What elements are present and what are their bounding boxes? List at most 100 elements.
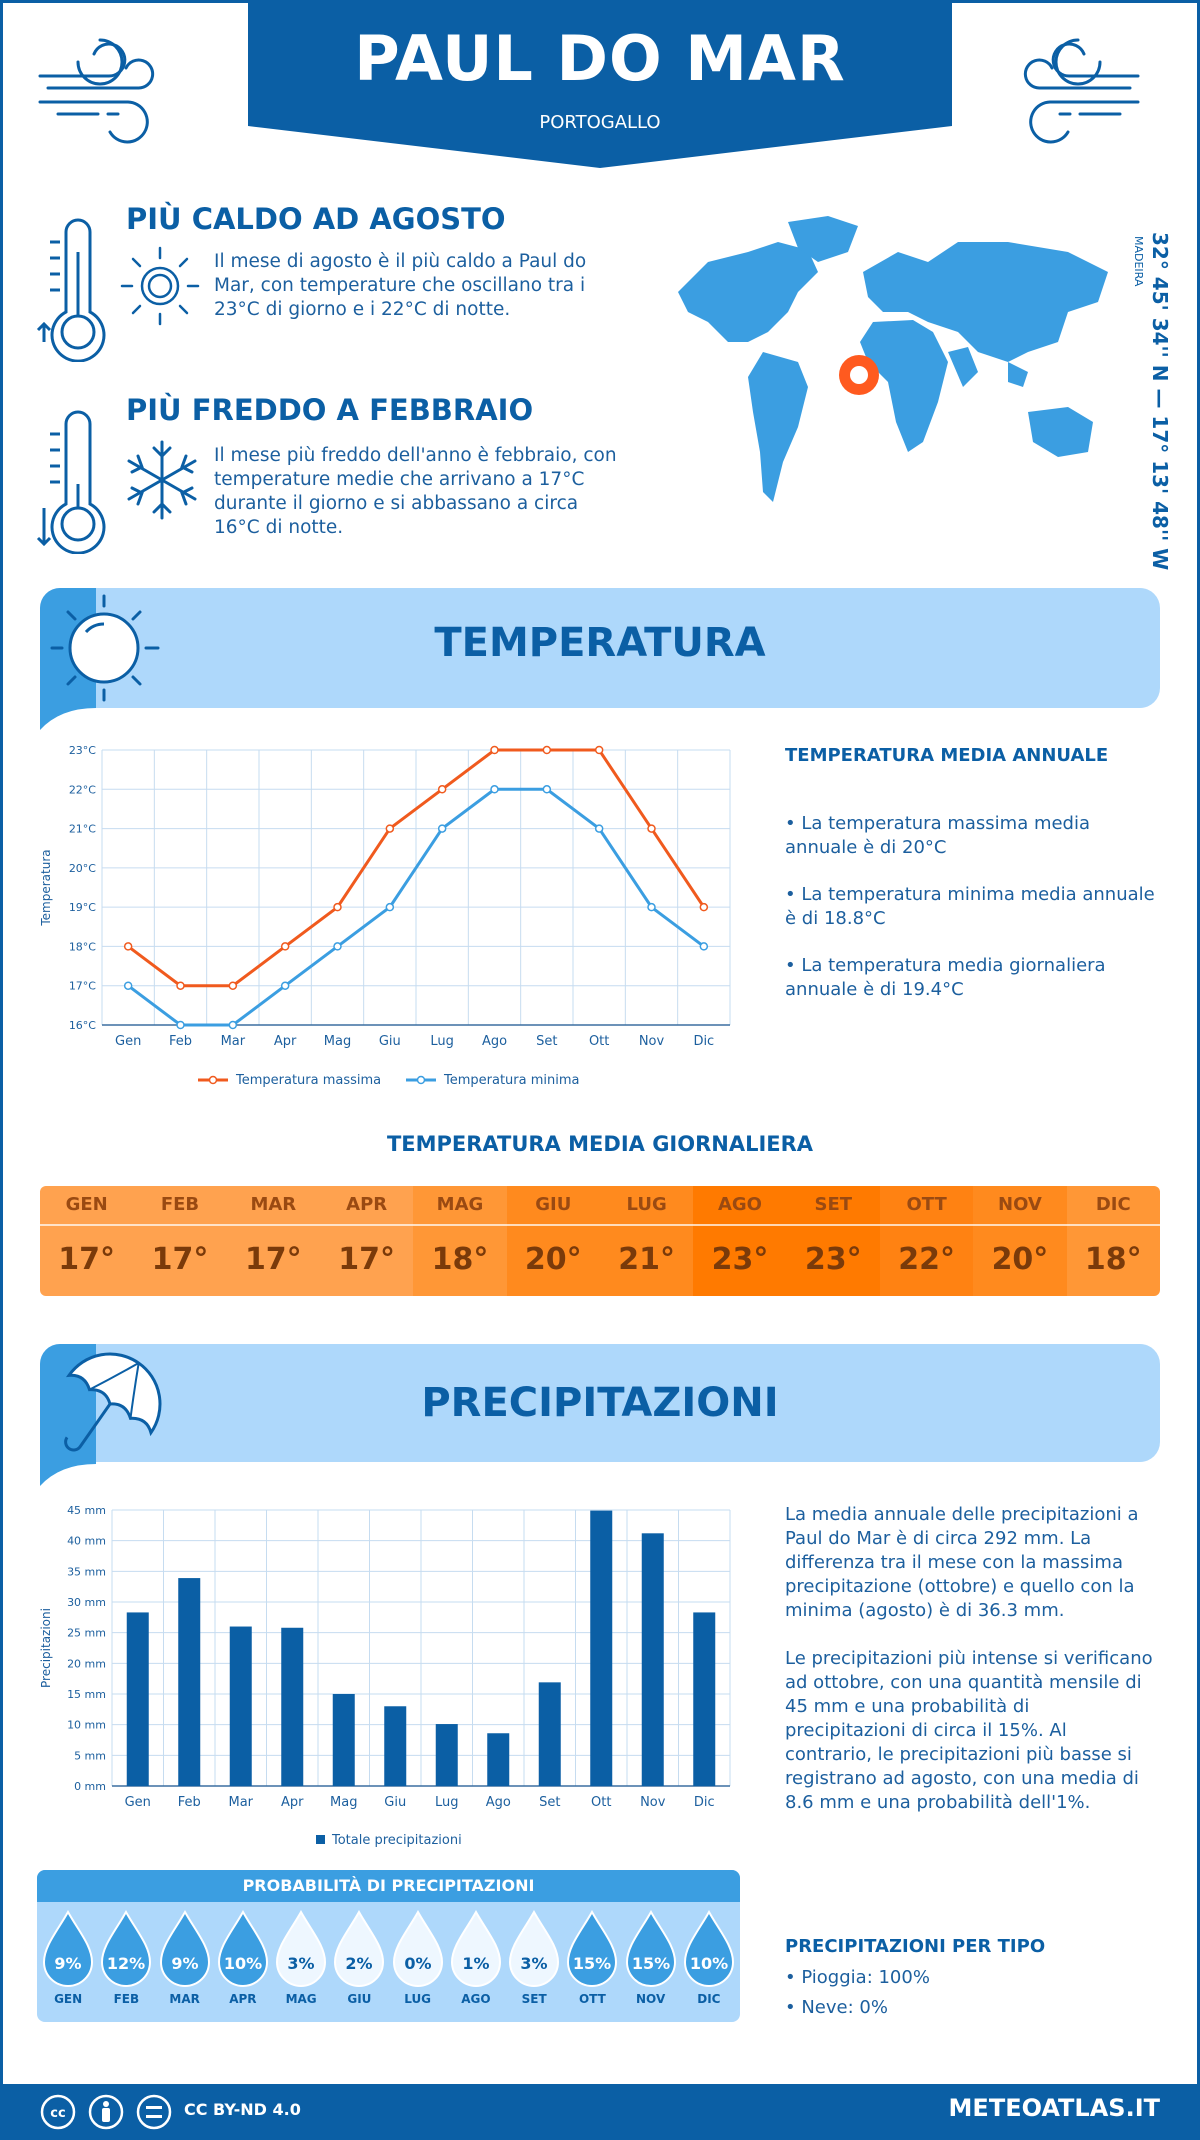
daily-temp-value: 18° <box>431 1242 489 1277</box>
y-axis-label: Temperatura <box>39 849 53 926</box>
annual-mean-bullet: • La temperatura media giornaliera annua… <box>785 955 1106 1000</box>
daily-temp-cell: FEB 17° <box>133 1186 227 1296</box>
raindrop-icon: 10% <box>683 1910 734 1987</box>
precip-bar <box>332 1694 355 1786</box>
y-tick-label: 21°C <box>69 823 96 836</box>
data-point <box>542 745 552 755</box>
daily-temp-month: NOV <box>973 1186 1067 1226</box>
series-line <box>127 787 705 1027</box>
raindrop-icon: 3% <box>509 1910 560 1987</box>
data-point <box>123 981 133 990</box>
temperature-line-chart: 16°C 17°C 18°C 19°C 20°C 21°C 22°C 23°C Gen Feb Ma… <box>39 744 731 1088</box>
site-link[interactable]: METEOATLAS.IT <box>948 2094 1160 2122</box>
y-tick-label: 19°C <box>69 901 96 914</box>
data-point <box>176 1020 185 1030</box>
y-tick-label: 40 mm <box>67 1535 106 1548</box>
data-point <box>490 745 499 755</box>
probability-month: GIU <box>347 1992 372 2006</box>
x-tick-label: Gen <box>125 1795 151 1810</box>
probability-value: 0% <box>404 1954 431 1973</box>
x-tick-label: Gen <box>115 1034 141 1049</box>
precip-extremes-text: Le precipitazioni più intense si verific… <box>785 1648 1153 1813</box>
daily-temp-value: 20° <box>524 1242 582 1277</box>
daily-temp-value: 22° <box>898 1242 955 1277</box>
daily-temp-value: 17° <box>338 1242 396 1277</box>
probability-drop: 2% GIU <box>331 1910 387 2006</box>
daily-temp-month: DIC <box>1066 1186 1160 1226</box>
data-point <box>647 902 656 912</box>
x-tick-label: Set <box>536 1034 557 1049</box>
wind-icon <box>38 38 155 144</box>
world-map <box>678 216 1108 502</box>
raindrop-shape <box>101 1910 152 1987</box>
probability-value: 10% <box>690 1954 728 1973</box>
daily-temp-value: 18° <box>1084 1242 1142 1277</box>
precip-bar <box>435 1724 458 1786</box>
data-point <box>437 824 447 833</box>
country-label: PORTOGALLO <box>539 112 661 133</box>
legend-label: Totale precipitazioni <box>331 1833 462 1848</box>
y-tick-label: 25 mm <box>67 1627 106 1640</box>
probability-value: 2% <box>346 1954 373 1973</box>
no-derivatives-icon <box>136 2094 172 2130</box>
wind-icon <box>1023 38 1140 144</box>
snowflake-icon <box>127 440 197 520</box>
precip-probability-panel: PROBABILITÀ DI PRECIPITAZIONI 9% GEN 12% FE… <box>37 1870 740 2022</box>
data-point <box>699 942 709 951</box>
daily-temp-month: MAG <box>413 1186 507 1226</box>
x-tick-label: Mag <box>324 1034 351 1049</box>
x-tick-label: Dic <box>694 1795 715 1810</box>
region-label: MADEIRA <box>1132 236 1145 287</box>
data-point <box>385 824 395 833</box>
daily-temp-month: GIU <box>506 1186 600 1226</box>
data-point <box>542 785 552 794</box>
raindrop-icon: 9% <box>159 1910 210 1987</box>
raindrop-shape <box>276 1910 327 1987</box>
data-point <box>490 785 499 794</box>
thermometer-cold-icon <box>36 410 106 554</box>
raindrop-shape <box>509 1910 560 1987</box>
daily-temp-cell: OTT 22° <box>879 1186 974 1296</box>
x-tick-label: Ago <box>482 1034 507 1049</box>
x-tick-label: Ago <box>486 1795 511 1810</box>
raindrop-shape <box>217 1910 268 1987</box>
probability-month: NOV <box>636 1992 666 2006</box>
daily-temp-cell: MAR 17° <box>226 1186 320 1296</box>
raindrop-shape <box>625 1910 676 1987</box>
daily-temp-month: MAR <box>226 1186 320 1226</box>
license-label: CC BY-ND 4.0 <box>184 2100 301 2119</box>
data-point <box>333 902 342 912</box>
data-point <box>123 942 133 951</box>
coordinates-label: 32° 45' 34'' N — 17° 13' 48'' W <box>1148 232 1172 571</box>
raindrop-shape <box>392 1910 443 1987</box>
daily-temp-value: 21° <box>618 1242 675 1277</box>
legend-swatch <box>316 1835 325 1844</box>
daily-temp-month: FEB <box>133 1186 227 1226</box>
probability-drop: 9% MAR <box>157 1910 213 2006</box>
raindrop-icon: 12% <box>101 1910 152 1987</box>
precip-bar <box>384 1706 407 1786</box>
x-tick-label: Giu <box>384 1795 406 1810</box>
y-tick-label: 20 mm <box>67 1657 106 1670</box>
y-tick-label: 0 mm <box>74 1780 106 1793</box>
daily-temp-month: GEN <box>40 1186 134 1226</box>
precip-section-bar <box>40 1344 1160 1462</box>
raindrop-icon: 0% <box>392 1910 443 1987</box>
daily-temp-value: 20° <box>991 1242 1049 1277</box>
x-tick-label: Nov <box>640 1795 666 1810</box>
x-tick-label: Apr <box>274 1034 297 1049</box>
y-tick-label: 23°C <box>69 744 96 757</box>
probability-value: 15% <box>573 1954 611 1973</box>
data-point <box>333 942 342 951</box>
y-axis-label: Precipitazioni <box>39 1608 53 1688</box>
annual-max-bullet: • La temperatura massima media annuale è… <box>785 813 1091 858</box>
legend-marker <box>416 1075 426 1085</box>
precip-bar <box>538 1682 561 1786</box>
daily-temp-cell: DIC 18° <box>1066 1186 1160 1296</box>
data-point <box>699 902 709 912</box>
raindrop-icon: 1% <box>450 1910 501 1987</box>
probability-drop: 10% DIC <box>681 1910 737 2006</box>
daily-temp-month: SET <box>786 1186 880 1226</box>
raindrop-icon: 15% <box>625 1910 676 1987</box>
probability-drop: 0% LUG <box>390 1910 446 2006</box>
